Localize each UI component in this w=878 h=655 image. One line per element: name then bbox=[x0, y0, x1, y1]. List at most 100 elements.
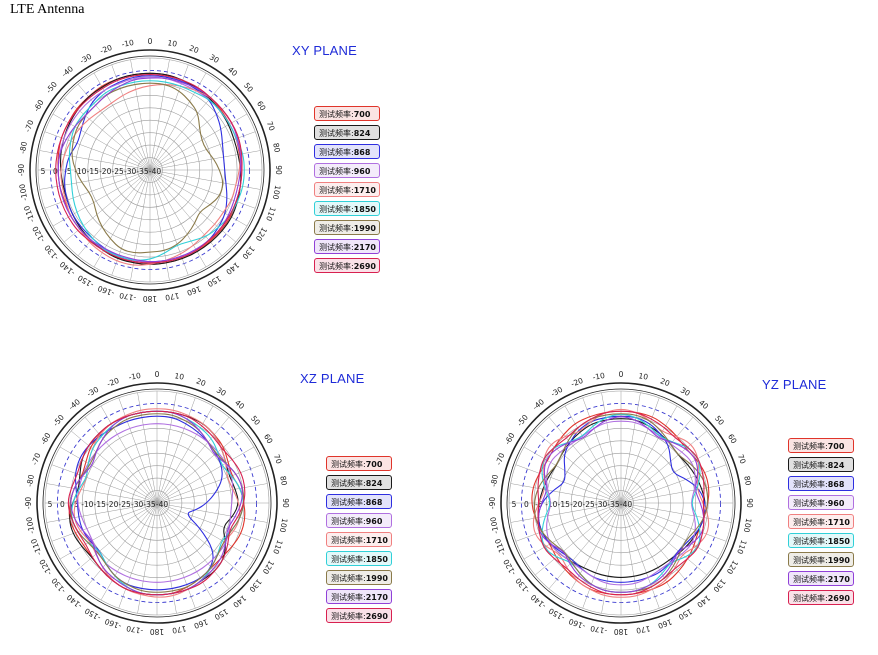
legend-item: 测试频率:2170 bbox=[326, 589, 392, 604]
legend-item: 测试频率:1710 bbox=[788, 514, 854, 529]
angle-tick-label: -110 bbox=[29, 537, 43, 556]
legend-value: 2170 bbox=[353, 243, 376, 252]
legend-prefix: 测试频率: bbox=[319, 167, 354, 176]
grid-spoke bbox=[510, 483, 622, 504]
legend-value: 2170 bbox=[827, 575, 850, 584]
legend-prefix: 测试频率: bbox=[319, 186, 354, 195]
angle-tick-label: 170 bbox=[164, 291, 180, 302]
angle-tick-label: -20 bbox=[106, 376, 121, 389]
legend-value: 1710 bbox=[353, 186, 376, 195]
angle-tick-label: 150 bbox=[677, 607, 694, 622]
legend: 测试频率:700 测试频率:824 测试频率:868 测试频率:960 测试频率:171… bbox=[788, 438, 854, 609]
angle-tick-label: 80 bbox=[278, 475, 289, 486]
grid-spoke bbox=[64, 97, 151, 171]
legend-prefix: 测试频率: bbox=[331, 460, 366, 469]
legend-item: 测试频率:700 bbox=[314, 106, 380, 121]
legend-value: 960 bbox=[353, 167, 371, 176]
legend-item: 测试频率:2690 bbox=[326, 608, 392, 623]
grid-spoke bbox=[620, 502, 641, 614]
angle-tick-label: 10 bbox=[638, 371, 649, 382]
series-trace-2690 bbox=[537, 410, 705, 596]
inner-ring bbox=[42, 388, 272, 618]
polar-plot-3: 0 10 2030405060708090100110120130140150160… bbox=[488, 370, 754, 636]
legend-prefix: 测试频率: bbox=[793, 480, 828, 489]
grid-spoke bbox=[71, 430, 158, 504]
legend-prefix: 测试频率: bbox=[331, 555, 366, 564]
angle-tick-label: -50 bbox=[515, 413, 530, 428]
legend-prefix: 测试频率: bbox=[793, 461, 828, 470]
grid-spoke bbox=[601, 392, 622, 504]
grid-spoke bbox=[118, 502, 158, 609]
legend-item: 测试频率:700 bbox=[788, 438, 854, 453]
legend-value: 1990 bbox=[365, 574, 388, 583]
plane-title: XY PLANE bbox=[292, 43, 357, 58]
angle-tick-label: 60 bbox=[726, 432, 739, 445]
angle-tick-label: 70 bbox=[265, 120, 277, 132]
outer-ring bbox=[36, 382, 278, 624]
angle-tick-label: 0 bbox=[619, 370, 624, 379]
angle-tick-label: -160 bbox=[103, 617, 122, 631]
angle-tick-label: 20 bbox=[188, 43, 200, 55]
grid-spoke bbox=[620, 483, 732, 504]
radial-tick-label: -15 bbox=[94, 500, 106, 509]
legend-item: 测试频率:824 bbox=[326, 475, 392, 490]
grid-spoke bbox=[84, 417, 158, 504]
legend-item: 测试频率:1850 bbox=[788, 533, 854, 548]
grid-spoke bbox=[620, 502, 732, 523]
angle-tick-label: -170 bbox=[118, 291, 137, 303]
angle-tick-label: -60 bbox=[32, 98, 46, 113]
grid-spoke bbox=[59, 502, 158, 560]
angle-tick-label: 60 bbox=[255, 99, 268, 112]
angle-tick-label: 170 bbox=[635, 624, 651, 635]
legend-item: 测试频率:960 bbox=[314, 163, 380, 178]
angle-tick-label: 20 bbox=[659, 376, 671, 388]
series-trace-960 bbox=[546, 420, 696, 586]
grid-spoke bbox=[620, 502, 719, 560]
angle-tick-label: -30 bbox=[85, 385, 100, 399]
grid-spoke bbox=[44, 169, 151, 209]
angle-tick-label: 20 bbox=[195, 376, 207, 388]
legend-prefix: 测试频率: bbox=[331, 574, 366, 583]
angle-tick-label: -90 bbox=[24, 497, 33, 509]
outer-ring bbox=[29, 49, 271, 291]
grid-spoke bbox=[156, 446, 255, 504]
angle-tick-label: 80 bbox=[742, 475, 753, 486]
radial-tick-label: -40 bbox=[149, 167, 161, 176]
radial-tick-label: -20 bbox=[570, 500, 582, 509]
angle-tick-label: 180 bbox=[143, 294, 158, 303]
angle-tick-label: -70 bbox=[23, 119, 36, 134]
angle-tick-label: -10 bbox=[121, 38, 135, 49]
angle-tick-label: -90 bbox=[488, 497, 497, 509]
radial-tick-label: -10 bbox=[81, 500, 93, 509]
legend-prefix: 测试频率: bbox=[319, 224, 354, 233]
grid-spoke bbox=[620, 446, 719, 504]
grid-spoke bbox=[100, 405, 158, 504]
legend-item: 测试频率:1710 bbox=[314, 182, 380, 197]
angle-tick-label: -20 bbox=[99, 43, 114, 56]
radial-tick-label: 0 bbox=[60, 500, 65, 509]
radial-tick-label: -30 bbox=[595, 500, 607, 509]
legend-value: 868 bbox=[365, 498, 383, 507]
grid-spoke bbox=[515, 464, 622, 504]
legend-value: 1850 bbox=[827, 537, 850, 546]
grid-spoke bbox=[71, 502, 158, 576]
angle-tick-label: 70 bbox=[272, 453, 284, 465]
radial-tick-label: -20 bbox=[99, 167, 111, 176]
outer-ring bbox=[500, 382, 742, 624]
angle-tick-label: -10 bbox=[592, 371, 606, 382]
angle-tick-label: 150 bbox=[213, 607, 230, 622]
angle-tick-label: 160 bbox=[185, 284, 202, 297]
series-trace-868 bbox=[74, 415, 223, 591]
angle-tick-label: 100 bbox=[271, 184, 282, 200]
angle-tick-label: 0 bbox=[148, 37, 153, 46]
legend-value: 1850 bbox=[353, 205, 376, 214]
radial-tick-label: -10 bbox=[545, 500, 557, 509]
legend-prefix: 测试频率: bbox=[319, 129, 354, 138]
grid-spoke bbox=[564, 405, 622, 504]
angle-tick-label: 50 bbox=[249, 414, 262, 427]
series-trace-1850 bbox=[68, 80, 245, 261]
legend-prefix: 测试频率: bbox=[319, 148, 354, 157]
angle-tick-label: -20 bbox=[570, 376, 585, 389]
series-trace-960 bbox=[77, 423, 234, 583]
grid-spoke bbox=[620, 502, 727, 542]
